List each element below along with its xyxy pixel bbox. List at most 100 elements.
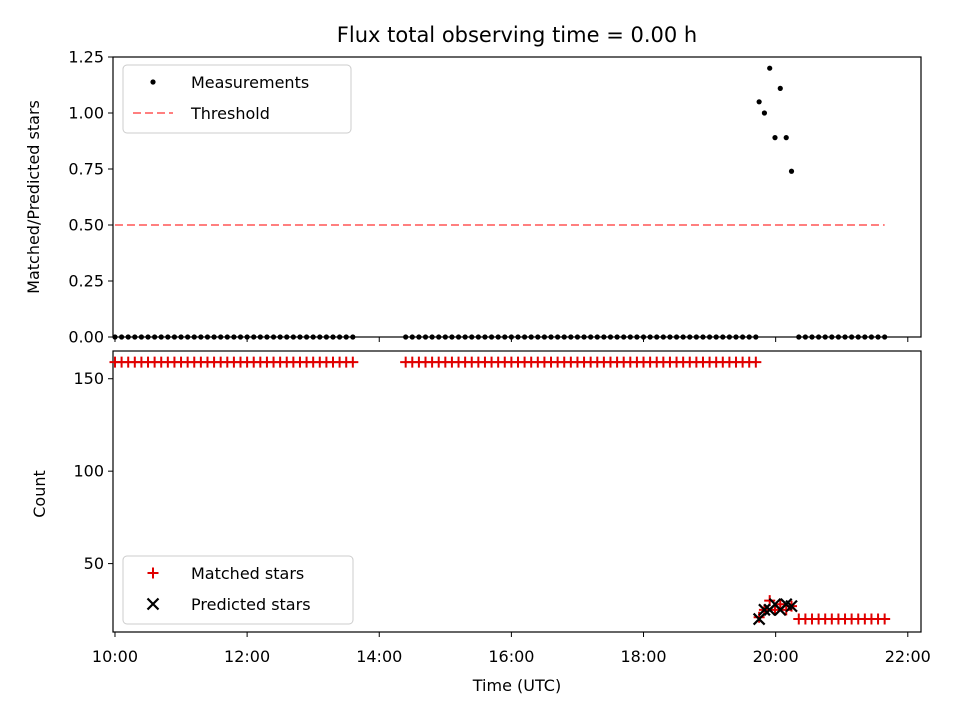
data-point (337, 334, 343, 340)
data-point (152, 334, 158, 340)
data-point (693, 334, 699, 340)
series-predicted-stars (752, 597, 798, 626)
legend-label: Threshold (190, 104, 270, 123)
data-point (436, 334, 442, 340)
data-point (211, 334, 217, 340)
data-point (783, 135, 789, 141)
data-point (112, 334, 118, 340)
x-tick-label: 16:00 (488, 647, 534, 666)
data-point (330, 334, 336, 340)
data-point (290, 334, 296, 340)
legend-marker (146, 597, 160, 611)
data-point (191, 334, 197, 340)
y-tick-label: 0.25 (68, 272, 104, 291)
data-point (502, 334, 508, 340)
data-point (218, 334, 224, 340)
data-point (317, 334, 323, 340)
data-point (746, 334, 752, 340)
data-point (125, 334, 131, 340)
data-point (815, 334, 822, 340)
data-point (482, 334, 488, 340)
series-measurements (112, 65, 888, 340)
x-axis-label: Time (UTC) (472, 676, 561, 695)
data-point (462, 334, 468, 340)
data-point (475, 334, 481, 340)
data-point (145, 334, 151, 340)
data-point (488, 334, 495, 340)
data-point (758, 603, 771, 617)
data-point (535, 334, 541, 340)
data-point (627, 334, 633, 340)
data-point (882, 334, 888, 340)
data-point (224, 334, 230, 340)
data-point (654, 334, 660, 340)
data-point (740, 334, 746, 340)
data-point (251, 334, 257, 340)
data-point (796, 334, 802, 340)
data-point (429, 334, 435, 340)
x-tick-label: 18:00 (620, 647, 666, 666)
data-point (347, 356, 359, 368)
data-point (788, 168, 795, 174)
data-point (713, 334, 719, 340)
data-point (756, 99, 762, 105)
data-point (769, 604, 781, 616)
legend-label: Predicted stars (191, 595, 311, 614)
legend-box (122, 64, 352, 134)
data-point (614, 334, 620, 340)
data-point (521, 334, 528, 340)
data-point (588, 334, 594, 340)
data-point (178, 334, 184, 340)
data-point (849, 334, 855, 340)
data-point (753, 334, 759, 340)
data-point (548, 334, 554, 340)
data-point (198, 334, 204, 340)
data-point (822, 334, 828, 340)
data-point (422, 334, 429, 340)
data-point (687, 334, 693, 340)
y-tick-label: 0.50 (68, 216, 104, 235)
data-point (835, 334, 842, 340)
data-point (244, 334, 250, 340)
data-point (469, 334, 475, 340)
legend-label: Measurements (191, 73, 309, 92)
data-point (574, 334, 581, 340)
x-tick-label: 12:00 (224, 647, 270, 666)
data-point (753, 611, 765, 623)
data-point (455, 334, 462, 340)
data-point (303, 334, 310, 340)
data-point (750, 356, 762, 368)
data-point (774, 598, 786, 610)
data-point (855, 334, 861, 340)
data-point (621, 334, 627, 340)
x-tick-label: 22:00 (885, 647, 931, 666)
data-point (297, 334, 303, 340)
data-point (409, 334, 415, 340)
plot-panel-2: 50 100 150 10:00 12:00 14:00 16:00 18:00 20:00 22… (73, 350, 931, 666)
data-point (171, 334, 178, 340)
legend-box (122, 555, 354, 625)
data-point (343, 334, 349, 340)
data-point (442, 334, 448, 340)
data-point (264, 334, 270, 340)
data-point (785, 599, 798, 613)
x-tick-label: 14:00 (356, 647, 402, 666)
data-point (879, 613, 891, 625)
data-point (508, 334, 514, 340)
data-point (667, 334, 673, 340)
top-y-axis-label: Matched/Predicted stars (24, 100, 43, 294)
series-matched-stars (109, 356, 891, 625)
data-point (581, 334, 587, 340)
chart-title: Flux total observing time = 0.00 h (337, 23, 697, 47)
legend: Matched stars Predicted stars (122, 555, 354, 625)
data-point (752, 612, 766, 626)
data-point (138, 334, 145, 340)
data-point (515, 334, 521, 340)
data-point (640, 334, 647, 340)
data-point (416, 334, 422, 340)
data-point (118, 334, 125, 340)
data-point (726, 334, 733, 340)
data-point (809, 334, 815, 340)
data-point (237, 334, 244, 340)
